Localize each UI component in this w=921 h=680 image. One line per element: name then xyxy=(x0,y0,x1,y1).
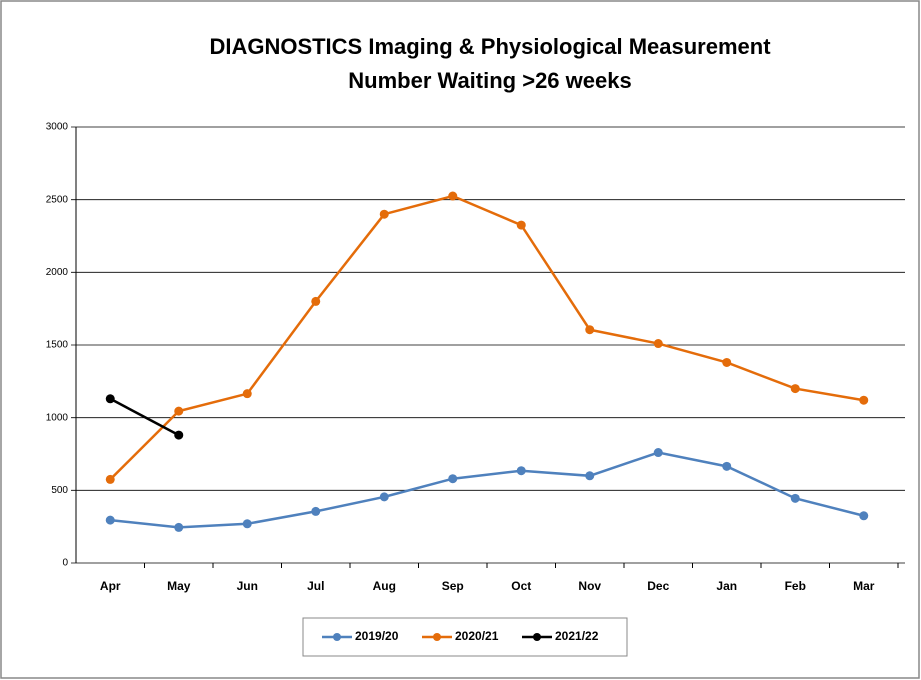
y-tick-label: 1500 xyxy=(46,340,69,351)
y-tick-label: 3000 xyxy=(46,122,69,133)
x-tick-label: Oct xyxy=(511,579,531,593)
data-point xyxy=(242,389,252,399)
data-point xyxy=(722,461,732,471)
legend-marker xyxy=(333,633,341,641)
data-point xyxy=(516,220,526,230)
data-point xyxy=(379,492,389,502)
chart-subtitle: Number Waiting >26 weeks xyxy=(348,68,631,93)
data-point xyxy=(105,394,115,404)
series-line xyxy=(110,451,865,529)
data-point xyxy=(790,493,800,503)
data-point xyxy=(448,474,458,484)
series-line xyxy=(109,397,180,437)
x-tick-label: Jan xyxy=(716,579,737,593)
data-point xyxy=(311,296,321,306)
data-point xyxy=(174,430,184,440)
legend-box xyxy=(302,617,628,657)
data-point xyxy=(653,448,663,458)
y-tick-label: 1000 xyxy=(46,412,69,423)
x-tick-label: Apr xyxy=(100,579,121,593)
y-tick-label: 500 xyxy=(51,485,68,496)
data-point xyxy=(311,506,321,516)
data-point xyxy=(859,395,869,405)
data-point xyxy=(722,357,732,367)
data-point xyxy=(242,519,252,529)
legend-marker xyxy=(433,633,441,641)
y-tick-label: 2500 xyxy=(46,194,69,205)
x-tick-label: Jun xyxy=(237,579,258,593)
y-tick-label: 0 xyxy=(62,558,68,569)
data-point xyxy=(790,384,800,394)
data-point xyxy=(174,522,184,532)
legend-label: 2020/21 xyxy=(455,629,499,643)
data-point xyxy=(585,471,595,481)
x-tick-label: Dec xyxy=(647,579,669,593)
y-tick-label: 2000 xyxy=(46,267,69,278)
data-point xyxy=(585,325,595,335)
data-point xyxy=(448,191,458,201)
data-point xyxy=(516,466,526,476)
series-line xyxy=(109,194,864,481)
data-point xyxy=(653,339,663,349)
data-point xyxy=(859,511,869,521)
chart-title: DIAGNOSTICS Imaging & Physiological Meas… xyxy=(209,34,771,59)
x-tick-label: Sep xyxy=(442,579,464,593)
data-point xyxy=(105,515,115,525)
data-point xyxy=(379,209,389,219)
data-point xyxy=(174,406,184,416)
legend-marker xyxy=(533,633,541,641)
x-tick-label: Nov xyxy=(578,579,601,593)
legend-label: 2019/20 xyxy=(355,629,399,643)
x-tick-label: Jul xyxy=(307,579,324,593)
legend-label: 2021/22 xyxy=(555,629,599,643)
x-tick-label: Feb xyxy=(785,579,806,593)
x-tick-label: Aug xyxy=(373,579,396,593)
data-point xyxy=(105,474,115,484)
x-tick-label: May xyxy=(167,579,191,593)
x-tick-label: Mar xyxy=(853,579,875,593)
